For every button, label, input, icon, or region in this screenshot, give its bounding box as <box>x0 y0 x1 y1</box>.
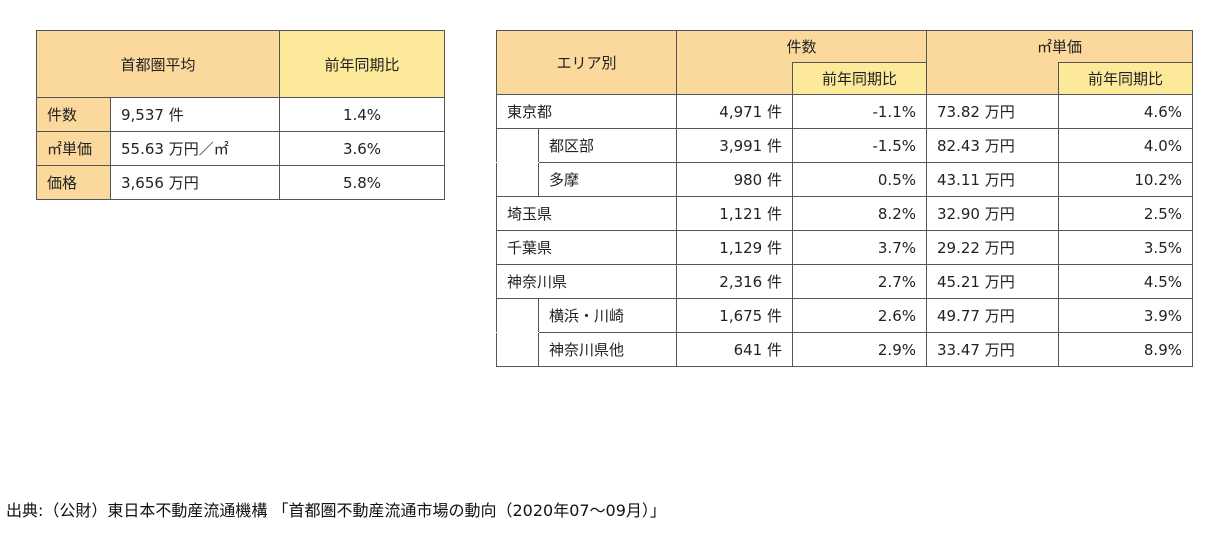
row-yoy: 3.6% <box>279 131 445 166</box>
area-price-yoy: 2.5% <box>1058 196 1193 231</box>
table-row: 多摩 980 件 0.5% 43.11 万円 10.2% <box>496 162 1193 197</box>
area-count-yoy: 2.6% <box>792 298 927 333</box>
area-price: 29.22 万円 <box>926 230 1059 265</box>
table-row: 都区部 3,991 件 -1.5% 82.43 万円 4.0% <box>496 128 1193 163</box>
area-count-yoy: 2.9% <box>792 332 927 367</box>
area-name: 神奈川県他 <box>538 332 677 367</box>
area-price-yoy: 8.9% <box>1058 332 1193 367</box>
row-yoy: 1.4% <box>279 97 445 132</box>
row-label: 価格 <box>36 165 111 200</box>
count-yoy-header: 前年同期比 <box>792 62 927 95</box>
row-value: 55.63 万円／㎡ <box>110 131 280 166</box>
area-name: 横浜・川崎 <box>538 298 677 333</box>
table-row: 神奈川県 2,316 件 2.7% 45.21 万円 4.5% <box>496 264 1193 299</box>
row-label: ㎡単価 <box>36 131 111 166</box>
table-row: 神奈川県他 641 件 2.9% 33.47 万円 8.9% <box>496 332 1193 367</box>
area-count: 3,991 件 <box>676 128 793 163</box>
table-row: ㎡単価 55.63 万円／㎡ 3.6% <box>36 131 445 166</box>
area-price-yoy: 3.5% <box>1058 230 1193 265</box>
area-name: 埼玉県 <box>496 196 677 231</box>
area-price-yoy: 10.2% <box>1058 162 1193 197</box>
area-count: 2,316 件 <box>676 264 793 299</box>
summary-header-row: 首都圏平均 前年同期比 <box>36 30 445 98</box>
area-price: 49.77 万円 <box>926 298 1059 333</box>
area-price: 33.47 万円 <box>926 332 1059 367</box>
area-count: 1,121 件 <box>676 196 793 231</box>
area-count: 641 件 <box>676 332 793 367</box>
area-count: 4,971 件 <box>676 94 793 129</box>
area-price: 82.43 万円 <box>926 128 1059 163</box>
table-row: 件数 9,537 件 1.4% <box>36 97 445 132</box>
area-price-yoy: 4.5% <box>1058 264 1193 299</box>
summary-table: 首都圏平均 前年同期比 件数 9,537 件 1.4% ㎡単価 55.63 万円… <box>36 30 445 200</box>
area-count-yoy: 0.5% <box>792 162 927 197</box>
area-subheader-row: 前年同期比 前年同期比 <box>497 62 1193 95</box>
area-price-yoy: 4.0% <box>1058 128 1193 163</box>
summary-title: 首都圏平均 <box>36 30 280 98</box>
area-count-yoy: -1.5% <box>792 128 927 163</box>
table-row: 東京都 4,971 件 -1.1% 73.82 万円 4.6% <box>496 94 1193 129</box>
source-citation: 出典:（公財）東日本不動産流通機構 「首都圏不動産流通市場の動向（2020年07… <box>6 501 666 520</box>
area-price-yoy: 3.9% <box>1058 298 1193 333</box>
row-label: 件数 <box>36 97 111 132</box>
area-name: 千葉県 <box>496 230 677 265</box>
area-table: エリア別 件数 ㎡単価 前年同期比 前年同期比 東京都 4,971 件 -1.1… <box>496 30 1193 367</box>
table-row: 千葉県 1,129 件 3.7% 29.22 万円 3.5% <box>496 230 1193 265</box>
area-count-yoy: 2.7% <box>792 264 927 299</box>
row-value: 9,537 件 <box>110 97 280 132</box>
area-name: 神奈川県 <box>496 264 677 299</box>
area-count: 1,675 件 <box>676 298 793 333</box>
count-header: 件数 <box>676 30 927 63</box>
price-yoy-header: 前年同期比 <box>1058 62 1193 95</box>
area-price: 32.90 万円 <box>926 196 1059 231</box>
table-row: 横浜・川崎 1,675 件 2.6% 49.77 万円 3.9% <box>496 298 1193 333</box>
area-count-yoy: 3.7% <box>792 230 927 265</box>
area-header-row: エリア別 件数 ㎡単価 <box>496 30 1193 95</box>
area-header: エリア別 <box>496 30 677 95</box>
area-name: 都区部 <box>538 128 677 163</box>
row-value: 3,656 万円 <box>110 165 280 200</box>
table-row: 価格 3,656 万円 5.8% <box>36 165 445 200</box>
area-count: 980 件 <box>676 162 793 197</box>
area-price-yoy: 4.6% <box>1058 94 1193 129</box>
area-count: 1,129 件 <box>676 230 793 265</box>
area-name: 東京都 <box>496 94 677 129</box>
area-price: 73.82 万円 <box>926 94 1059 129</box>
summary-yoy-header: 前年同期比 <box>279 30 445 98</box>
area-count-yoy: -1.1% <box>792 94 927 129</box>
price-header: ㎡単価 <box>926 30 1193 63</box>
area-count-yoy: 8.2% <box>792 196 927 231</box>
area-name: 多摩 <box>538 162 677 197</box>
area-price: 45.21 万円 <box>926 264 1059 299</box>
area-price: 43.11 万円 <box>926 162 1059 197</box>
table-row: 埼玉県 1,121 件 8.2% 32.90 万円 2.5% <box>496 196 1193 231</box>
row-yoy: 5.8% <box>279 165 445 200</box>
